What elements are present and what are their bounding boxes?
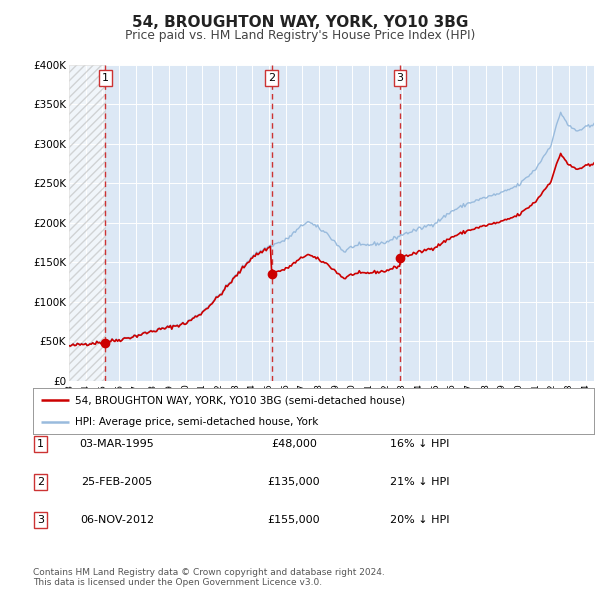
Text: 54, BROUGHTON WAY, YORK, YO10 3BG (semi-detached house): 54, BROUGHTON WAY, YORK, YO10 3BG (semi-… [75, 395, 405, 405]
Text: 16% ↓ HPI: 16% ↓ HPI [391, 439, 449, 448]
Text: Price paid vs. HM Land Registry's House Price Index (HPI): Price paid vs. HM Land Registry's House … [125, 29, 475, 42]
Text: £48,000: £48,000 [271, 439, 317, 448]
Text: Contains HM Land Registry data © Crown copyright and database right 2024.
This d: Contains HM Land Registry data © Crown c… [33, 568, 385, 587]
Text: 1: 1 [102, 73, 109, 83]
Text: 06-NOV-2012: 06-NOV-2012 [80, 516, 154, 525]
Text: 03-MAR-1995: 03-MAR-1995 [80, 439, 154, 448]
Text: £135,000: £135,000 [268, 477, 320, 487]
Text: £155,000: £155,000 [268, 516, 320, 525]
Text: 2: 2 [268, 73, 275, 83]
Text: 21% ↓ HPI: 21% ↓ HPI [390, 477, 450, 487]
Bar [69, 65, 106, 381]
Text: HPI: Average price, semi-detached house, York: HPI: Average price, semi-detached house,… [75, 417, 319, 427]
Text: 25-FEB-2005: 25-FEB-2005 [82, 477, 152, 487]
Text: 1: 1 [37, 439, 44, 448]
Text: 54, BROUGHTON WAY, YORK, YO10 3BG: 54, BROUGHTON WAY, YORK, YO10 3BG [132, 15, 468, 30]
Text: 3: 3 [397, 73, 403, 83]
Text: 20% ↓ HPI: 20% ↓ HPI [390, 516, 450, 525]
Text: 2: 2 [37, 477, 44, 487]
Text: 3: 3 [37, 516, 44, 525]
